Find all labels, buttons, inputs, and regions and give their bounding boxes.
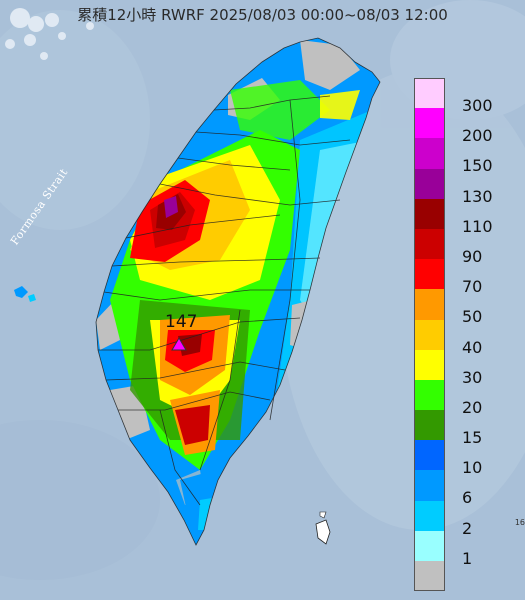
max-rainfall-marker-icon [171, 337, 187, 351]
legend-row: 150 [412, 138, 512, 175]
legend-swatch [414, 78, 445, 109]
cloud-patches [5, 8, 94, 60]
legend-label: 150 [462, 156, 493, 176]
legend-row: 15 [412, 410, 512, 447]
legend-row: 6 [412, 470, 512, 507]
legend-swatch [414, 259, 445, 290]
legend-swatch [414, 138, 445, 169]
legend-label: 10 [462, 458, 483, 478]
legend-row: 110 [412, 198, 512, 235]
legend-label: 130 [462, 186, 493, 206]
legend-swatch [414, 470, 445, 501]
rainfall-legend: 300 200 150 130 110 90 70 50 40 30 20 15 10 6 2 1 [412, 78, 512, 592]
legend-row: 90 [412, 228, 512, 265]
legend-swatch [414, 379, 445, 411]
legend-label: 200 [462, 126, 493, 146]
legend-label: 20 [462, 397, 483, 417]
legend-row: 70 [412, 259, 512, 296]
map-title: 累積12小時 RWRF 2025/08/03 00:00~08/03 12:00 [77, 6, 448, 24]
legend-label: 30 [462, 367, 483, 387]
max-rainfall-value: 147 [165, 312, 198, 332]
legend-swatch [414, 530, 445, 561]
legend-swatch [414, 349, 445, 380]
legend-label: 15 [462, 428, 483, 448]
corner-label: 16 [514, 518, 525, 527]
legend-label: 300 [462, 96, 493, 115]
legend-row: 20 [412, 379, 512, 416]
legend-row: 30 [412, 349, 512, 386]
legend-swatch [414, 228, 445, 260]
legend-label: 40 [462, 337, 483, 357]
legend-label: 110 [462, 216, 493, 236]
legend-row: 50 [412, 289, 512, 326]
legend-label: 90 [462, 246, 483, 266]
legend-swatch [414, 410, 445, 441]
legend-label: 50 [462, 307, 483, 327]
legend-label: 6 [462, 488, 473, 508]
legend-row: 1 [412, 530, 512, 567]
legend-swatch [414, 289, 445, 320]
legend-label: 2 [462, 518, 473, 538]
legend-label: 1 [462, 548, 473, 568]
legend-label: 70 [462, 277, 483, 297]
legend-swatch [414, 198, 445, 229]
legend-row [412, 561, 512, 592]
legend-swatch [414, 319, 445, 350]
legend-swatch [414, 500, 445, 531]
legend-swatch [414, 561, 445, 592]
legend-row: 10 [412, 440, 512, 477]
legend-swatch [414, 108, 445, 139]
legend-row: 40 [412, 319, 512, 356]
offshore-islands [14, 286, 331, 545]
legend-swatch [414, 168, 445, 199]
legend-row: 130 [412, 168, 512, 205]
legend-row: 200 [412, 108, 512, 145]
legend-row: 300 [412, 78, 512, 115]
legend-swatch [414, 440, 445, 471]
legend-row: 2 [412, 500, 512, 537]
